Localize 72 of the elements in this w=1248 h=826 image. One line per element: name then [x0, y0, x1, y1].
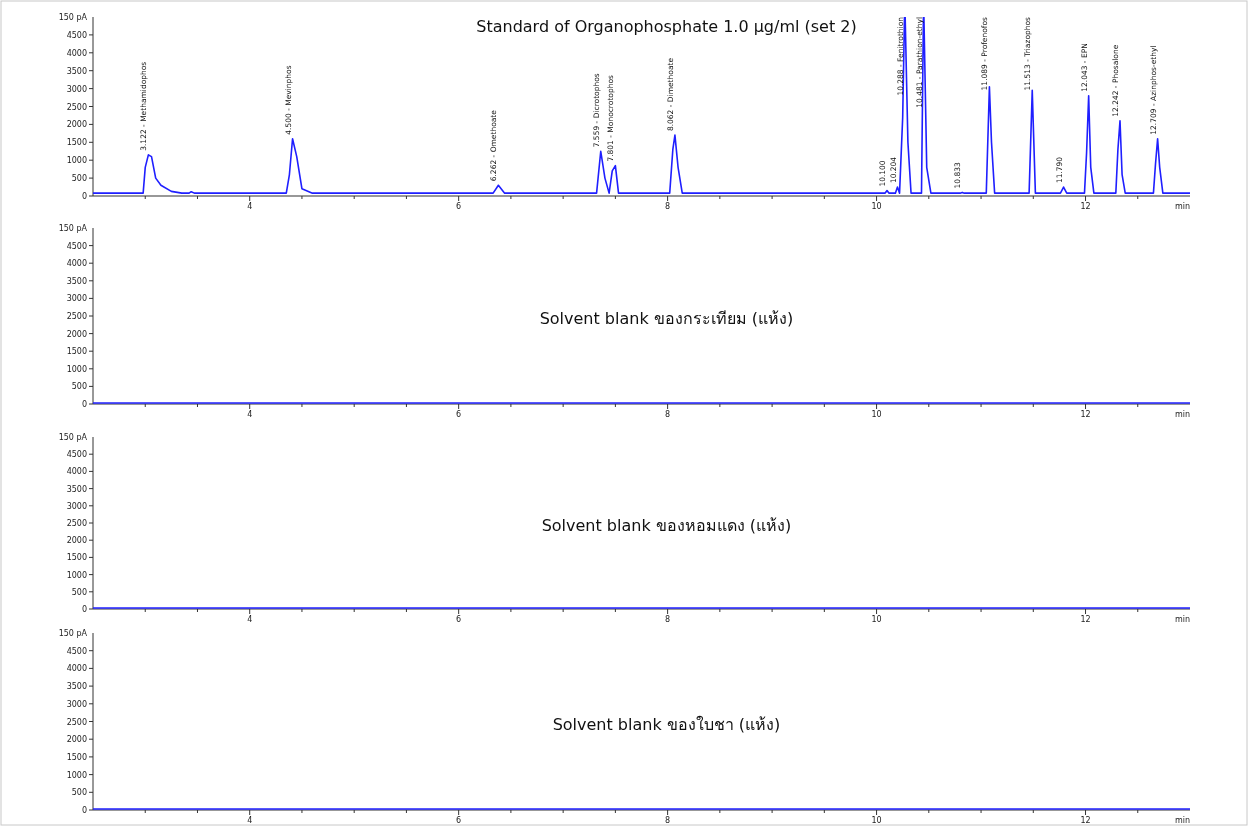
- y-axis-title: 150 pA: [58, 224, 88, 233]
- y-tick-label: 0: [81, 806, 87, 815]
- y-tick-label: 1500: [66, 553, 87, 563]
- x-tick-label: 10: [871, 410, 882, 419]
- y-tick-label: 3000: [66, 84, 87, 94]
- y-tick-label: 1500: [66, 138, 87, 148]
- x-axis-title: min: [1174, 615, 1190, 624]
- x-axis-title: min: [1174, 202, 1190, 211]
- y-tick-label: 2500: [66, 519, 87, 528]
- x-tick-label: 8: [665, 615, 671, 624]
- y-tick-label: 3500: [66, 66, 87, 76]
- y-tick-label: 500: [71, 788, 87, 798]
- y-tick-label: 1500: [66, 752, 87, 762]
- text: Solvent blank ของใบชา (แห้ง): [552, 714, 781, 734]
- y-tick-label: 4000: [66, 467, 87, 477]
- y-tick-label: 4500: [66, 30, 87, 40]
- x-tick-label: 12: [1080, 615, 1091, 624]
- x-tick-label: 8: [665, 816, 671, 825]
- y-tick-label: 4000: [66, 259, 87, 269]
- y-tick-label: 1000: [66, 770, 87, 780]
- y-axis-title: 150 pA: [58, 629, 88, 638]
- x-tick-label: 12: [1080, 410, 1091, 419]
- x-tick-label: 6: [456, 816, 462, 825]
- text: Solvent blank ของกระเทียม (แห้ง): [539, 309, 794, 328]
- y-tick-label: 2500: [66, 312, 87, 321]
- y-tick-label: 2000: [66, 735, 87, 745]
- x-tick-label: 8: [665, 202, 671, 211]
- x-tick-label: 4: [247, 410, 253, 419]
- y-tick-label: 500: [71, 587, 87, 597]
- x-tick-label: 4: [247, 202, 253, 211]
- y-tick-label: 3500: [66, 682, 87, 692]
- y-tick-label: 2000: [66, 536, 87, 546]
- y-tick-label: 1500: [66, 347, 87, 357]
- x-tick-label: 10: [871, 615, 882, 624]
- y-tick-label: 3500: [66, 484, 87, 494]
- y-tick-label: 4500: [66, 241, 87, 251]
- y-tick-label: 3000: [66, 294, 87, 304]
- x-tick-label: 12: [1080, 202, 1091, 211]
- x-tick-label: 4: [247, 816, 253, 825]
- x-axis-title: min: [1174, 816, 1190, 825]
- chart-title: Standard of Organophosphate 1.0 µg/ml (set 2): [476, 17, 857, 36]
- y-tick-label: 2500: [66, 717, 87, 727]
- x-tick-label: 6: [456, 615, 462, 624]
- y-axis-title: 150 pA: [58, 13, 88, 22]
- x-tick-label: 6: [456, 410, 462, 419]
- x-tick-label: 10: [871, 202, 882, 211]
- y-tick-label: 1000: [66, 156, 87, 166]
- x-axis-title: min: [1174, 410, 1190, 419]
- y-tick-label: 0: [81, 605, 87, 614]
- y-tick-label: 3500: [66, 276, 87, 286]
- x-tick-label: 12: [1080, 816, 1091, 825]
- text: Solvent blank ของหอมแดง (แห้ง): [541, 516, 792, 535]
- y-tick-label: 500: [71, 174, 87, 184]
- y-axis-title: 150 pA: [58, 433, 88, 442]
- y-tick-label: 0: [81, 192, 87, 201]
- x-tick-label: 10: [871, 816, 882, 825]
- x-tick-label: 6: [456, 202, 462, 211]
- y-tick-label: 1000: [66, 570, 87, 580]
- y-tick-label: 4500: [66, 646, 87, 656]
- y-tick-label: 3000: [66, 501, 87, 511]
- y-tick-label: 1000: [66, 364, 87, 374]
- y-tick-label: 3000: [66, 699, 87, 709]
- x-tick-label: 8: [665, 410, 671, 419]
- y-tick-label: 2500: [66, 102, 87, 112]
- y-tick-label: 4500: [66, 450, 87, 460]
- y-tick-label: 2000: [66, 329, 87, 339]
- y-tick-label: 500: [71, 382, 87, 392]
- x-tick-label: 4: [247, 615, 253, 624]
- y-tick-label: 4000: [66, 664, 87, 674]
- y-tick-label: 4000: [66, 48, 87, 58]
- y-tick-label: 2000: [66, 120, 87, 130]
- y-tick-label: 0: [81, 400, 87, 409]
